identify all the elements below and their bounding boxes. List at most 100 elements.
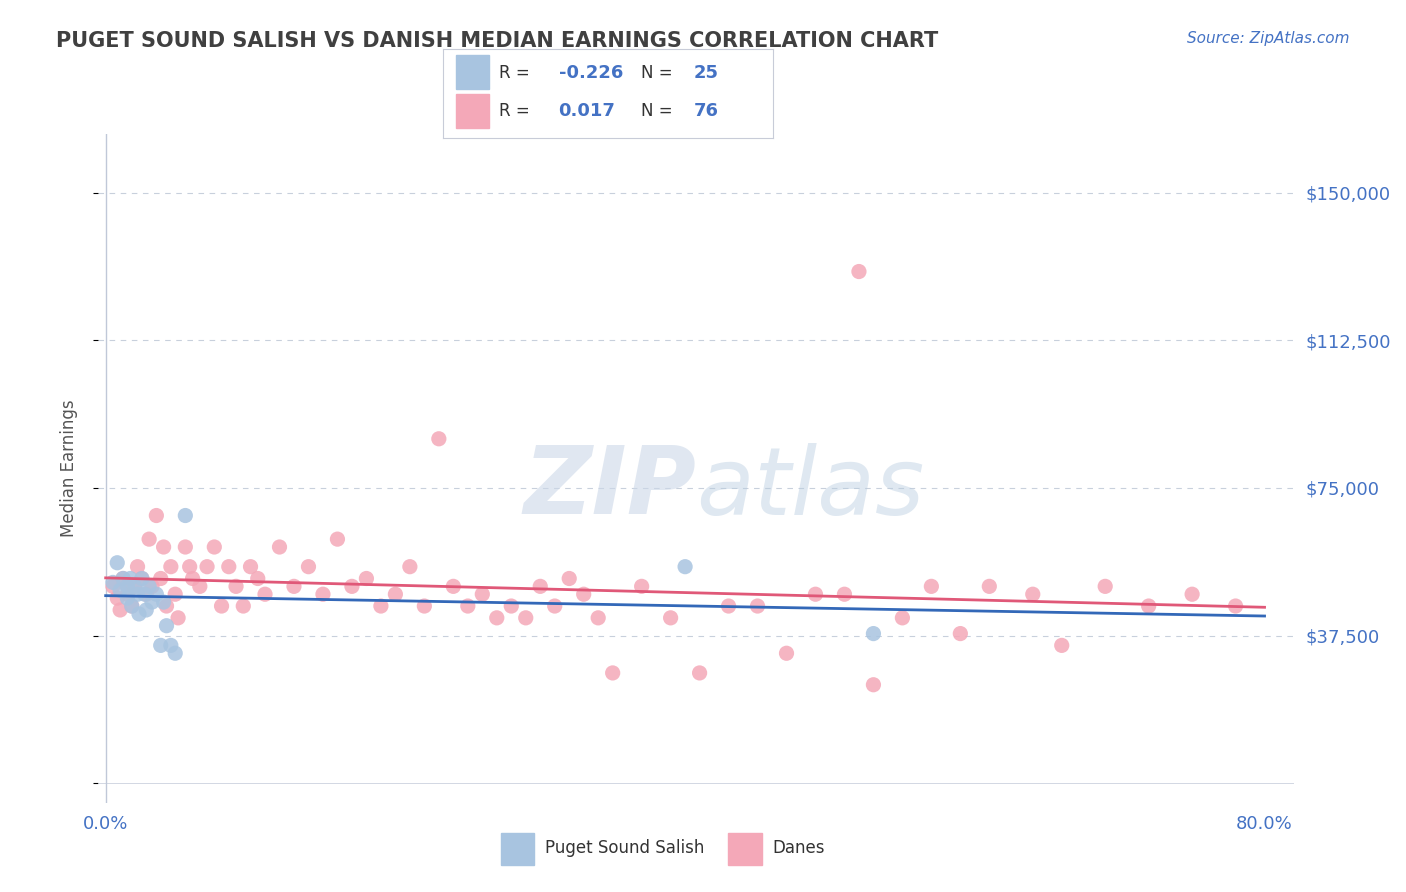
Point (834, 587, 856, 601)
Point (1094, 579, 1116, 593)
Point (174, 508, 197, 523)
Text: N =: N = (641, 103, 672, 120)
Text: 25: 25 (695, 64, 718, 82)
Point (188, 579, 211, 593)
Point (149, 639, 172, 653)
Point (356, 572, 378, 586)
Bar (456, 55, 489, 89)
Y-axis label: Median Earnings: Median Earnings (59, 400, 77, 537)
Point (717, 599, 740, 613)
Point (141, 579, 163, 593)
Point (225, 579, 247, 593)
Point (747, 599, 769, 613)
Text: R =: R = (499, 103, 530, 120)
Point (572, 587, 595, 601)
Point (891, 611, 914, 625)
Bar (728, 833, 762, 865)
Point (1050, 639, 1073, 653)
Point (127, 559, 149, 574)
Point (586, 611, 609, 625)
Text: R =: R = (499, 64, 530, 82)
Bar (501, 833, 534, 865)
Text: Danes: Danes (773, 838, 825, 857)
Point (181, 572, 204, 586)
Text: ZIP: ZIP (523, 442, 696, 534)
Point (117, 591, 139, 606)
Point (101, 579, 124, 593)
Point (112, 572, 135, 586)
Point (179, 559, 201, 574)
Point (112, 572, 135, 586)
Point (1181, 587, 1204, 601)
Point (232, 599, 254, 613)
Point (121, 599, 143, 613)
Point (1022, 587, 1045, 601)
Point (138, 579, 160, 593)
Point (135, 587, 157, 601)
Point (529, 579, 551, 593)
Point (155, 618, 177, 632)
Point (105, 556, 128, 570)
Point (131, 572, 153, 586)
Text: atlas: atlas (696, 442, 924, 534)
Point (105, 591, 128, 606)
Point (141, 595, 163, 609)
Point (283, 579, 305, 593)
Point (659, 611, 682, 625)
Point (239, 559, 262, 574)
Point (558, 572, 581, 586)
Point (1225, 599, 1247, 613)
Point (501, 599, 523, 613)
Point (862, 678, 884, 692)
Point (485, 611, 508, 625)
Text: Puget Sound Salish: Puget Sound Salish (544, 838, 704, 857)
Point (202, 540, 225, 554)
Bar (456, 94, 489, 128)
Point (167, 611, 190, 625)
Point (269, 540, 291, 554)
Point (427, 432, 450, 446)
Point (689, 665, 711, 680)
Point (152, 540, 174, 554)
Point (145, 508, 167, 523)
Point (1137, 599, 1160, 613)
Point (211, 599, 233, 613)
Point (128, 607, 150, 621)
Text: PUGET SOUND SALISH VS DANISH MEDIAN EARNINGS CORRELATION CHART: PUGET SOUND SALISH VS DANISH MEDIAN EARN… (56, 31, 938, 51)
Text: 76: 76 (695, 103, 718, 120)
Point (165, 646, 187, 660)
Point (457, 599, 479, 613)
Point (124, 579, 146, 593)
Text: 0.017: 0.017 (558, 103, 616, 120)
Text: -0.226: -0.226 (558, 64, 623, 82)
Point (101, 575, 124, 590)
Point (630, 579, 652, 593)
Point (862, 626, 884, 640)
Point (340, 579, 363, 593)
Point (138, 532, 160, 546)
Point (124, 579, 146, 593)
Point (117, 587, 139, 601)
Text: N =: N = (641, 64, 672, 82)
Point (602, 665, 624, 680)
Point (312, 587, 335, 601)
Point (515, 611, 537, 625)
Point (155, 599, 177, 613)
Text: Source: ZipAtlas.com: Source: ZipAtlas.com (1187, 31, 1350, 46)
Point (848, 264, 870, 278)
Point (297, 559, 319, 574)
Point (135, 603, 157, 617)
Point (804, 587, 827, 601)
Point (145, 587, 167, 601)
Point (127, 587, 149, 601)
Point (920, 579, 942, 593)
Point (246, 572, 269, 586)
Point (131, 572, 153, 586)
Point (117, 579, 139, 593)
Point (108, 603, 131, 617)
Point (253, 587, 276, 601)
Point (544, 599, 567, 613)
Point (673, 559, 696, 574)
Point (152, 595, 174, 609)
Point (121, 599, 143, 613)
